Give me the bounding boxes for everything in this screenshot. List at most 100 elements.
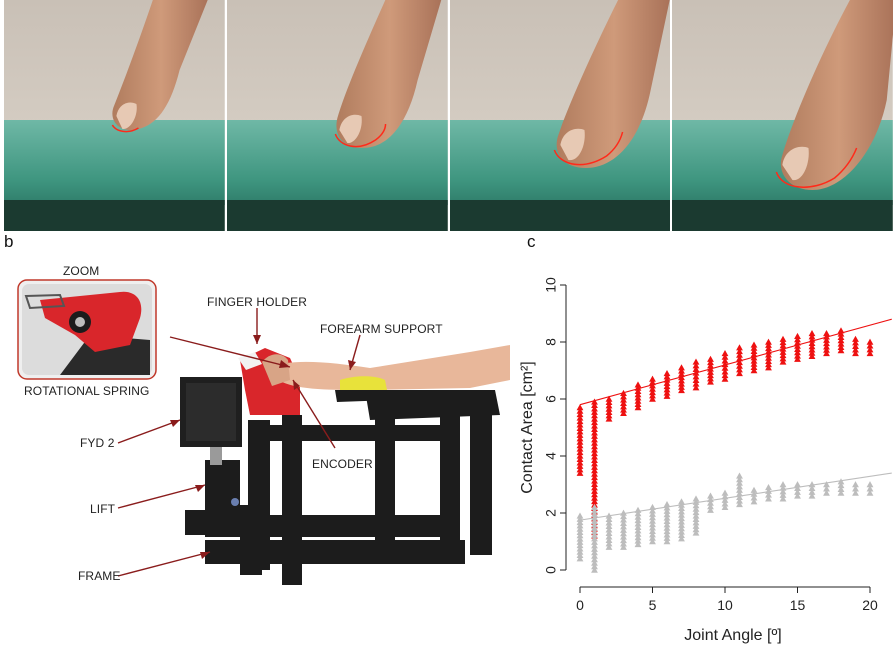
data-point-series-2 bbox=[663, 531, 671, 538]
data-point-series-2 bbox=[620, 513, 627, 520]
data-point-series-1 bbox=[808, 333, 816, 340]
data-point-series-2 bbox=[649, 534, 656, 541]
data-point-series-2 bbox=[678, 504, 685, 512]
data-point-series-1 bbox=[591, 443, 598, 450]
data-point-series-2 bbox=[620, 509, 627, 516]
data-point-series-1 bbox=[837, 340, 845, 347]
data-point-series-1 bbox=[591, 467, 598, 474]
data-point-series-2 bbox=[591, 531, 598, 538]
data-point-series-2 bbox=[678, 498, 685, 505]
data-point-series-2 bbox=[576, 532, 584, 539]
data-point-series-2 bbox=[605, 515, 613, 523]
data-point-series-1 bbox=[794, 345, 801, 353]
data-point-series-2 bbox=[663, 527, 671, 535]
data-point-series-2 bbox=[779, 481, 787, 488]
data-point-series-2 bbox=[591, 566, 598, 573]
data-point-series-2 bbox=[663, 521, 671, 528]
data-point-series-1 bbox=[576, 431, 584, 438]
data-point-series-2 bbox=[634, 506, 642, 513]
data-point-series-2 bbox=[779, 484, 787, 491]
data-point-series-2 bbox=[692, 498, 700, 505]
data-point-series-1 bbox=[750, 360, 758, 367]
data-point-series-1 bbox=[591, 408, 598, 415]
data-point-series-1 bbox=[678, 370, 685, 377]
data-point-series-1 bbox=[591, 463, 598, 470]
data-point-series-1 bbox=[866, 342, 874, 349]
data-point-series-2 bbox=[678, 508, 685, 515]
data-point-series-1 bbox=[605, 408, 613, 416]
data-point-series-1 bbox=[721, 364, 729, 371]
data-point-series-1 bbox=[823, 330, 830, 337]
data-point-series-1 bbox=[576, 449, 584, 456]
fit-line-series-2 bbox=[579, 472, 892, 521]
data-point-series-1 bbox=[750, 357, 758, 364]
data-point-series-2 bbox=[634, 513, 642, 520]
data-point-series-2 bbox=[620, 540, 627, 547]
data-point-series-1 bbox=[576, 411, 584, 418]
data-point-series-1 bbox=[649, 378, 656, 386]
data-point-series-1 bbox=[721, 357, 729, 364]
data-point-series-1 bbox=[620, 406, 627, 413]
data-point-series-1 bbox=[692, 358, 700, 365]
finger-photo-2 bbox=[226, 0, 448, 231]
data-point-series-1 bbox=[634, 381, 642, 388]
data-point-series-1 bbox=[750, 354, 758, 361]
data-point-series-1 bbox=[649, 395, 656, 402]
data-point-series-2 bbox=[823, 489, 830, 496]
data-point-series-1 bbox=[649, 375, 656, 382]
data-point-series-1 bbox=[663, 392, 671, 399]
data-point-series-2 bbox=[707, 496, 714, 503]
data-point-series-1 bbox=[794, 352, 801, 359]
data-point-series-2 bbox=[605, 540, 613, 547]
data-point-series-1 bbox=[591, 470, 598, 477]
finger-photo-4 bbox=[672, 0, 893, 231]
data-point-series-1 bbox=[866, 338, 874, 345]
data-point-series-2 bbox=[765, 491, 772, 498]
data-point-series-2 bbox=[591, 503, 598, 511]
data-point-series-2 bbox=[692, 526, 700, 533]
data-point-series-2 bbox=[808, 488, 816, 495]
data-point-series-1 bbox=[591, 460, 598, 467]
data-point-series-2 bbox=[591, 545, 598, 552]
data-point-series-2 bbox=[649, 514, 656, 521]
data-point-series-2 bbox=[678, 525, 685, 532]
finger-photo-3 bbox=[449, 0, 671, 231]
data-point-series-1 bbox=[765, 361, 772, 368]
data-point-series-2 bbox=[591, 556, 598, 563]
data-point-series-2 bbox=[837, 478, 845, 485]
data-point-series-1 bbox=[692, 365, 700, 372]
data-point-series-2 bbox=[591, 549, 598, 556]
finger-holder-label: FINGER HOLDER bbox=[207, 295, 307, 309]
y-tick-label: 4 bbox=[543, 452, 559, 460]
data-point-series-1 bbox=[808, 343, 816, 350]
data-point-series-1 bbox=[866, 350, 874, 357]
data-point-series-1 bbox=[591, 449, 598, 457]
data-point-series-2 bbox=[634, 527, 642, 534]
data-point-series-1 bbox=[620, 409, 627, 416]
data-point-series-1 bbox=[576, 438, 584, 445]
data-point-series-1 bbox=[591, 487, 598, 494]
data-point-series-1 bbox=[576, 435, 584, 442]
data-point-series-2 bbox=[678, 511, 685, 518]
data-point-series-1 bbox=[736, 366, 743, 373]
zoom-inset bbox=[17, 279, 157, 380]
data-point-series-1 bbox=[765, 348, 772, 355]
data-point-series-1 bbox=[750, 367, 758, 374]
data-point-series-2 bbox=[576, 522, 584, 529]
data-point-series-1 bbox=[591, 498, 598, 505]
y-tick-label: 2 bbox=[543, 509, 559, 517]
data-point-series-1 bbox=[591, 429, 598, 436]
data-point-series-2 bbox=[663, 507, 671, 514]
data-point-series-1 bbox=[678, 364, 685, 371]
data-point-series-2 bbox=[576, 515, 584, 522]
data-point-series-2 bbox=[591, 542, 598, 549]
data-point-series-2 bbox=[663, 504, 671, 511]
data-point-series-1 bbox=[620, 396, 627, 403]
data-point-series-1 bbox=[837, 327, 845, 334]
data-point-series-2 bbox=[808, 492, 816, 499]
data-point-series-1 bbox=[634, 394, 642, 401]
data-point-series-1 bbox=[707, 365, 714, 372]
data-point-series-2 bbox=[779, 495, 787, 502]
data-point-series-2 bbox=[678, 528, 685, 535]
data-point-series-1 bbox=[794, 336, 801, 343]
